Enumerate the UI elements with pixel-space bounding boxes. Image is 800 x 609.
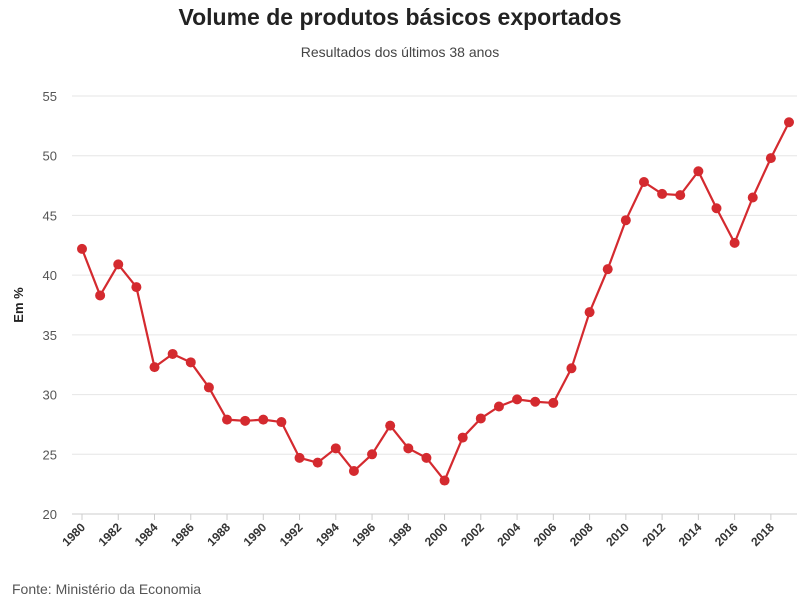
grid-lines xyxy=(72,95,797,515)
data-point xyxy=(403,443,414,454)
data-point xyxy=(784,117,794,128)
data-point xyxy=(711,203,722,214)
y-tick-label: 30 xyxy=(43,388,57,403)
x-tick-label: 1986 xyxy=(168,520,197,549)
x-tick-label: 1994 xyxy=(313,520,342,549)
data-point xyxy=(203,382,214,393)
data-point xyxy=(457,432,468,443)
data-point xyxy=(330,443,341,454)
source-note: Fonte: Ministério da Economia xyxy=(12,581,202,597)
data-point xyxy=(512,394,523,405)
y-axis-ticks: 20 25 30 35 40 45 50 55 xyxy=(43,89,57,522)
x-tick-label: 2002 xyxy=(458,520,487,549)
series-line xyxy=(80,121,790,482)
x-tick-label: 2018 xyxy=(748,520,777,549)
data-point xyxy=(258,414,269,425)
x-axis-ticks: 1980 1982 1984 1986 1988 1990 1992 1994 1996 1998… xyxy=(59,514,777,549)
y-tick-label: 35 xyxy=(43,328,57,343)
x-tick-label: 1990 xyxy=(241,520,270,549)
data-point xyxy=(222,414,233,425)
x-tick-label: 1992 xyxy=(277,520,306,549)
series-points xyxy=(77,117,794,486)
data-point xyxy=(312,457,323,468)
data-point xyxy=(385,420,396,431)
x-tick-label: 2006 xyxy=(531,520,560,549)
data-point xyxy=(765,153,776,164)
series-path xyxy=(80,121,790,482)
data-point xyxy=(113,259,124,270)
y-axis-label: Em % xyxy=(11,287,26,323)
data-point xyxy=(348,466,359,477)
x-tick-label: 1982 xyxy=(96,520,125,549)
x-tick-label: 1984 xyxy=(132,520,161,549)
data-point xyxy=(657,188,668,199)
x-tick-label: 2004 xyxy=(494,520,523,549)
x-tick-label: 2012 xyxy=(639,520,668,549)
data-point xyxy=(276,417,287,428)
x-tick-label: 2014 xyxy=(676,520,705,549)
y-tick-label: 25 xyxy=(43,447,57,462)
y-tick-label: 40 xyxy=(43,268,57,283)
x-tick-label: 1996 xyxy=(349,520,378,549)
data-point xyxy=(439,475,450,486)
x-tick-label: 1980 xyxy=(59,520,88,549)
data-point xyxy=(131,282,142,293)
x-tick-label: 2000 xyxy=(422,520,451,549)
data-point xyxy=(675,190,686,201)
data-point xyxy=(620,215,631,226)
data-point xyxy=(493,401,504,412)
data-point xyxy=(530,396,541,407)
x-tick-label: 2010 xyxy=(603,520,632,549)
x-tick-label: 1998 xyxy=(386,520,415,549)
y-tick-label: 20 xyxy=(43,507,57,522)
data-point xyxy=(185,357,196,368)
chart-subtitle: Resultados dos últimos 38 anos xyxy=(300,44,500,60)
data-point xyxy=(167,348,178,359)
data-point xyxy=(584,307,595,318)
data-point xyxy=(638,176,649,187)
data-point xyxy=(95,290,106,301)
data-point xyxy=(475,413,486,424)
data-point xyxy=(729,237,740,248)
data-point xyxy=(747,192,758,203)
data-point xyxy=(421,452,432,463)
data-point xyxy=(294,452,305,463)
data-point xyxy=(149,362,160,373)
x-tick-label: 2008 xyxy=(567,520,596,549)
y-tick-label: 45 xyxy=(43,208,57,223)
x-tick-label: 2016 xyxy=(712,520,741,549)
chart-title: Volume de produtos básicos exportados xyxy=(178,4,622,30)
data-point xyxy=(602,264,613,275)
y-tick-label: 55 xyxy=(43,89,57,104)
data-point xyxy=(693,166,704,177)
data-point xyxy=(77,243,87,254)
data-point xyxy=(566,363,577,374)
x-tick-label: 1988 xyxy=(204,520,233,549)
y-tick-label: 50 xyxy=(43,149,57,164)
data-point xyxy=(240,415,251,426)
data-point xyxy=(367,449,378,460)
data-point xyxy=(548,397,559,408)
